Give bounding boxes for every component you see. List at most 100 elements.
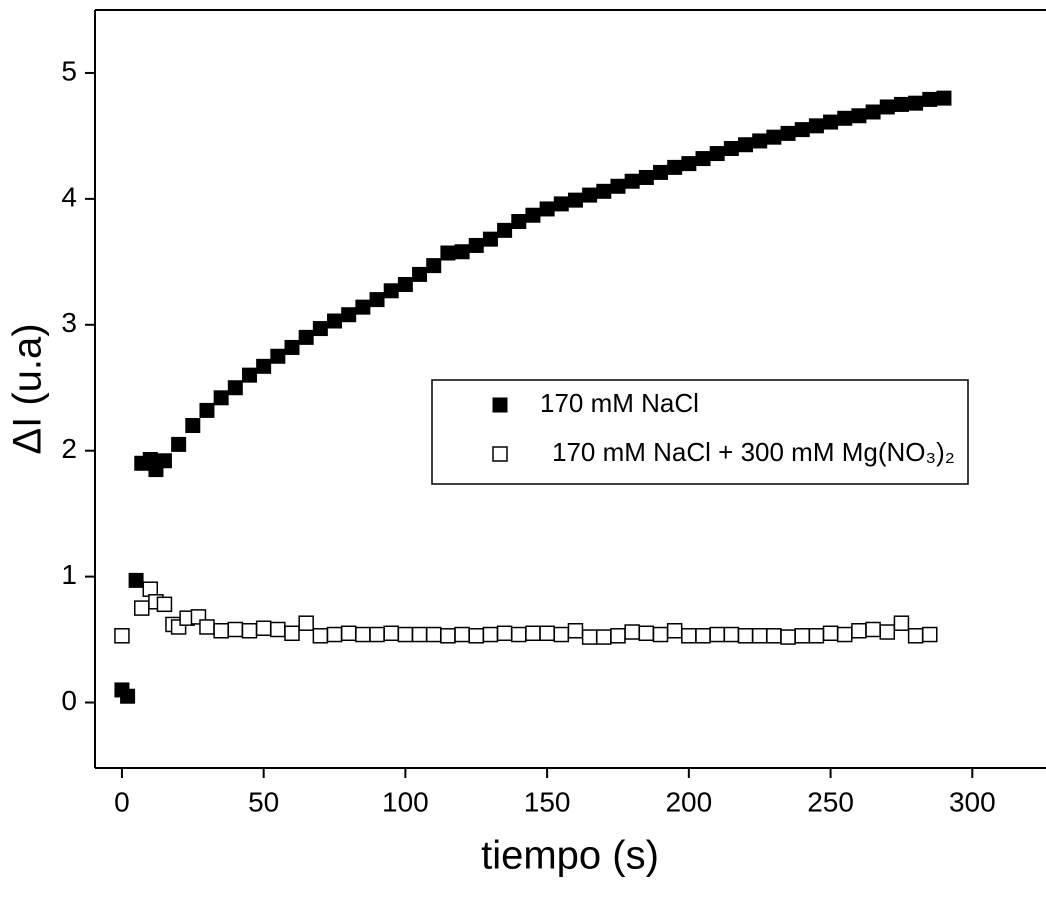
data-point [596, 629, 612, 645]
data-point [922, 626, 938, 643]
data-point [134, 600, 150, 616]
data-point [213, 623, 229, 639]
y-axis-title: ΔI (u.a) [6, 323, 50, 454]
y-tick-label: 4 [61, 181, 77, 212]
data-point [709, 626, 725, 643]
data-point [213, 390, 229, 406]
data-point [114, 628, 130, 644]
data-point [312, 321, 328, 337]
data-point [440, 628, 456, 644]
data-point [737, 628, 754, 644]
data-point [567, 623, 584, 639]
data-point [383, 625, 399, 642]
data-point [156, 596, 173, 613]
data-point [638, 169, 654, 185]
data-point [638, 625, 655, 642]
y-tick-label: 1 [61, 559, 77, 590]
data-point [241, 367, 257, 383]
data-point [497, 222, 513, 238]
data-point [893, 615, 910, 631]
y-tick-label: 0 [61, 685, 77, 716]
data-point [397, 276, 413, 292]
data-point [908, 95, 924, 111]
data-point [312, 628, 329, 644]
x-tick-label: 0 [114, 786, 130, 817]
data-point [752, 133, 768, 149]
data-point [298, 329, 314, 345]
data-point [794, 628, 810, 644]
data-point [723, 141, 739, 157]
data-point [794, 122, 810, 138]
data-point [120, 688, 136, 704]
data-point [836, 626, 853, 643]
x-tick-label: 100 [382, 786, 429, 817]
data-point [610, 628, 626, 644]
data-point [327, 313, 343, 329]
data-point [411, 626, 428, 643]
data-point [199, 619, 215, 635]
data-point [525, 207, 541, 223]
data-point [851, 108, 867, 124]
data-point [780, 629, 796, 645]
data-point [369, 292, 385, 308]
data-point [766, 129, 782, 145]
data-point [823, 114, 839, 130]
data-point [326, 626, 343, 643]
data-point [369, 626, 385, 643]
data-point [468, 237, 484, 253]
y-tick-label: 2 [61, 433, 77, 464]
data-point [270, 348, 286, 364]
data-point [539, 201, 555, 217]
data-point [270, 621, 286, 638]
x-tick-label: 50 [248, 786, 279, 817]
data-point [738, 137, 754, 153]
data-point [383, 283, 399, 299]
data-point [340, 625, 357, 642]
data-point [468, 628, 485, 644]
data-point [610, 178, 626, 194]
data-point [171, 436, 187, 452]
data-point [936, 90, 952, 106]
data-point [227, 621, 244, 638]
data-point [695, 628, 711, 644]
data-point [525, 625, 541, 642]
data-point [397, 626, 414, 643]
data-point [652, 164, 668, 180]
y-tick-label: 5 [61, 55, 77, 86]
data-point [666, 623, 683, 639]
data-point [822, 625, 839, 642]
data-point [808, 628, 825, 644]
data-point [865, 104, 881, 120]
data-point [341, 307, 357, 323]
data-point [256, 358, 272, 374]
data-point [681, 628, 697, 644]
data-point [284, 625, 300, 642]
legend-label: 170 mM NaCl + 300 mM Mg(NO₃)₂ [552, 437, 955, 467]
x-tick-label: 150 [524, 786, 571, 817]
data-point [596, 183, 612, 199]
data-point [156, 453, 172, 469]
legend-label: 170 mM NaCl [540, 388, 699, 418]
data-point [624, 624, 640, 640]
data-point [581, 629, 598, 645]
data-point [567, 192, 583, 208]
data-point [454, 244, 470, 260]
data-point [879, 99, 895, 115]
data-point [709, 146, 725, 162]
data-point [766, 628, 782, 644]
data-point [922, 91, 938, 107]
data-point [185, 418, 201, 434]
data-point [907, 628, 924, 644]
legend-box [431, 379, 969, 485]
data-point [482, 231, 498, 247]
data-point [355, 299, 371, 315]
data-point [496, 625, 513, 642]
data-point [227, 380, 243, 396]
data-point [128, 572, 144, 588]
data-point [751, 628, 768, 644]
data-point [723, 626, 740, 643]
x-tick-label: 250 [807, 786, 854, 817]
data-point [511, 626, 527, 643]
data-point [454, 626, 470, 643]
y-tick-label: 3 [61, 307, 77, 338]
